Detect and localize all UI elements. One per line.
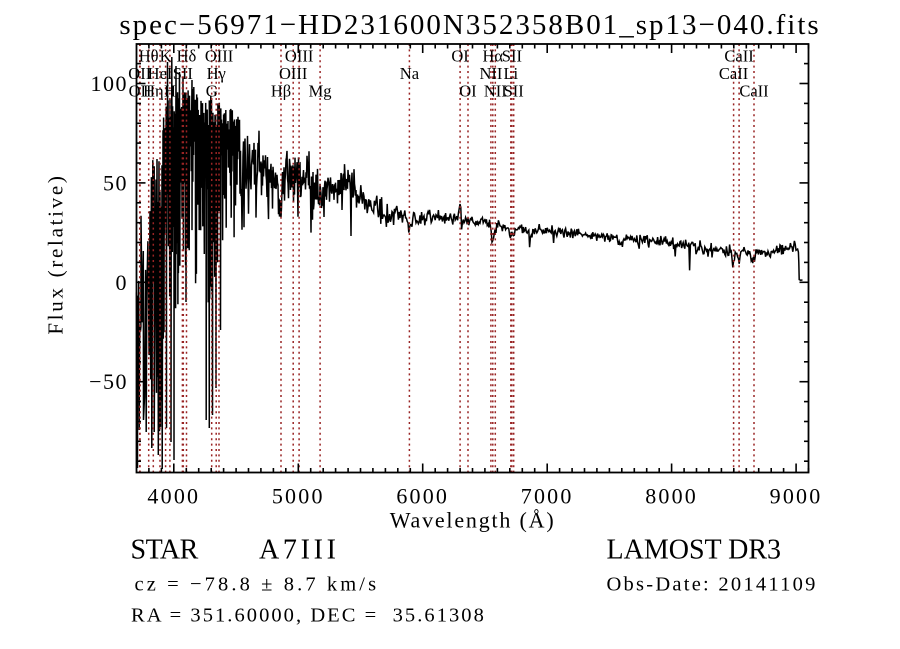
svg-text:OI: OI bbox=[459, 82, 476, 101]
svg-text:OII: OII bbox=[128, 64, 151, 83]
svg-text:Wavelength (Å): Wavelength (Å) bbox=[390, 508, 556, 533]
svg-text:G: G bbox=[206, 82, 218, 101]
svg-text:9000: 9000 bbox=[770, 484, 823, 509]
svg-text:H: H bbox=[164, 82, 176, 101]
svg-text:Hβ: Hβ bbox=[271, 82, 291, 101]
svg-text:SII: SII bbox=[504, 82, 524, 101]
svg-text:A7III: A7III bbox=[259, 535, 340, 566]
svg-text:SII: SII bbox=[173, 64, 193, 83]
svg-text:STAR: STAR bbox=[131, 535, 199, 566]
svg-text:K: K bbox=[160, 47, 172, 66]
svg-text:Obs-Date: 20141109: Obs-Date: 20141109 bbox=[607, 574, 818, 596]
svg-text:0: 0 bbox=[116, 270, 129, 295]
svg-text:CaII: CaII bbox=[719, 64, 748, 83]
svg-text:SII: SII bbox=[502, 47, 522, 66]
svg-text:Hα: Hα bbox=[482, 47, 503, 66]
svg-text:OIII: OIII bbox=[285, 47, 313, 66]
svg-text:−50: −50 bbox=[89, 369, 128, 394]
svg-text:4000: 4000 bbox=[147, 484, 200, 509]
svg-text:OIII: OIII bbox=[279, 64, 307, 83]
svg-text:NII: NII bbox=[479, 64, 502, 83]
svg-text:LAMOST DR3: LAMOST DR3 bbox=[607, 535, 782, 566]
svg-text:100: 100 bbox=[91, 71, 129, 96]
svg-text:Hθ: Hθ bbox=[139, 47, 159, 66]
svg-text:OIII: OIII bbox=[205, 47, 233, 66]
svg-text:7000: 7000 bbox=[521, 484, 574, 509]
svg-text:cz = −78.8 ± 8.7 km/s: cz = −78.8 ± 8.7 km/s bbox=[135, 574, 380, 596]
svg-text:NII: NII bbox=[484, 82, 507, 101]
svg-text:5000: 5000 bbox=[272, 484, 325, 509]
svg-text:Hη: Hη bbox=[143, 82, 164, 101]
svg-text:OI: OI bbox=[451, 47, 468, 66]
svg-text:8000: 8000 bbox=[645, 484, 698, 509]
svg-text:Na: Na bbox=[400, 64, 420, 83]
svg-text:Mg: Mg bbox=[309, 82, 332, 101]
svg-text:HeI: HeI bbox=[148, 64, 173, 83]
svg-text:Flux (relative): Flux (relative) bbox=[44, 173, 68, 334]
svg-text:Hδ: Hδ bbox=[177, 47, 197, 66]
svg-text:CaII: CaII bbox=[724, 47, 753, 66]
svg-text:50: 50 bbox=[103, 170, 128, 195]
svg-text:CaII: CaII bbox=[739, 82, 768, 101]
svg-text:RA = 351.60000, DEC = 35.6130: RA = 351.60000, DEC = 35.61308 bbox=[131, 605, 486, 627]
svg-text:OII: OII bbox=[129, 82, 152, 101]
svg-text:6000: 6000 bbox=[396, 484, 449, 509]
svg-text:Hγ: Hγ bbox=[207, 64, 226, 83]
svg-text:spec−56971−HD231600N352358B01_: spec−56971−HD231600N352358B01_sp13−040.f… bbox=[119, 9, 820, 41]
svg-text:Li: Li bbox=[503, 64, 518, 83]
